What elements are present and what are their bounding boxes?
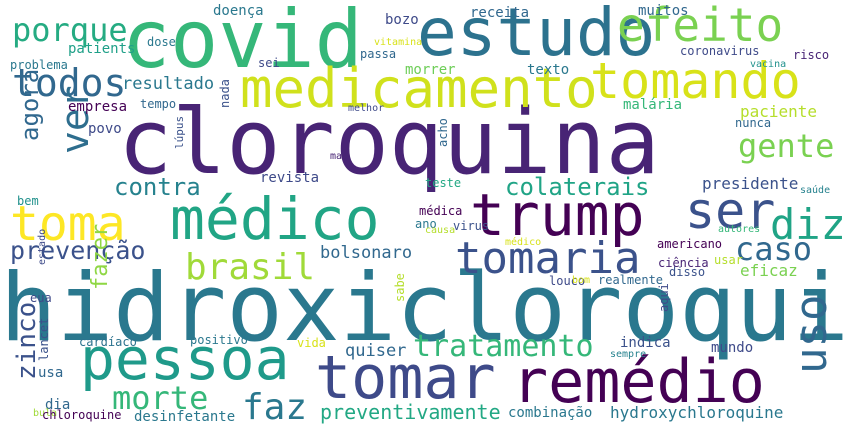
word-cloud-word: hidroxicloroquina — [0, 254, 851, 363]
word-cloud-word: melhor — [348, 103, 385, 114]
word-cloud-word: toma — [10, 196, 126, 252]
word-cloud-word: preventivamente — [320, 400, 501, 424]
word-cloud-word: tomar — [315, 343, 496, 413]
word-cloud-word: porque — [12, 11, 128, 49]
word-cloud-word: causa — [425, 225, 456, 236]
word-cloud-word: chloroquine — [42, 408, 122, 422]
word-cloud-word: pessoa — [80, 325, 290, 393]
word-cloud-word: hydroxychloroquine — [610, 403, 784, 422]
word-cloud-word: cloroquina — [118, 90, 660, 195]
word-cloud-word: receita — [470, 5, 530, 21]
word-cloud-word: caso — [735, 230, 813, 268]
word-cloud-word: bolsonaro — [320, 243, 413, 263]
word-cloud-word: estudo — [417, 0, 656, 71]
word-cloud-word: saúde — [800, 185, 831, 196]
word-cloud-word: risco — [793, 48, 830, 62]
word-cloud-word: nunca — [735, 116, 772, 130]
word-cloud-word: prevenção — [10, 236, 146, 265]
word-cloud-word: malária — [623, 97, 683, 113]
word-cloud-word: cardíaco — [79, 335, 137, 349]
word-cloud-word: estado — [37, 228, 48, 265]
word-cloud-word: morte — [112, 379, 209, 417]
word-cloud-word: usar — [714, 253, 743, 267]
word-cloud-word: virus — [453, 219, 490, 233]
word-cloud-word: ser — [685, 182, 776, 240]
word-cloud-word: patients — [68, 41, 136, 57]
word-cloud-word: brasil — [185, 247, 316, 288]
word-cloud-word: dia — [45, 397, 71, 413]
word-cloud-word: acho — [436, 118, 450, 147]
word-cloud-word: eua — [30, 291, 52, 305]
word-cloud-word: americano — [657, 237, 723, 251]
word-cloud-word: bula — [33, 408, 58, 419]
word-cloud-word: ano — [415, 217, 437, 231]
word-cloud-word: medicamento — [240, 57, 598, 120]
word-cloud-word: tomando — [590, 52, 801, 110]
word-cloud-word: povo — [88, 121, 122, 137]
word-cloud-word: trump — [470, 181, 645, 249]
word-cloud-word: muitos — [638, 3, 689, 19]
word-cloud-word: doença — [213, 3, 264, 19]
word-cloud-word: empresa — [68, 99, 128, 115]
word-cloud-word: colaterais — [505, 173, 650, 201]
word-cloud-word: diz — [770, 200, 846, 249]
word-cloud-word: médica — [419, 204, 463, 218]
word-cloud-word: resultado — [122, 74, 215, 94]
word-cloud-word: bom — [572, 275, 591, 286]
word-cloud-word: fazer — [88, 223, 113, 290]
word-cloud-word: indica — [620, 335, 671, 351]
word-cloud-word: sabe — [393, 273, 407, 302]
word-cloud-word: remédio — [512, 347, 765, 417]
word-cloud-word: disso — [669, 265, 706, 279]
word-cloud-word: faz — [242, 387, 308, 428]
word-cloud-word: presidente — [702, 174, 799, 193]
word-cloud-word: sempre — [610, 349, 647, 360]
word-cloud-word: usa — [38, 365, 64, 381]
word-cloud-word: médico — [505, 237, 542, 248]
word-cloud-word: bem — [17, 194, 39, 208]
word-cloud-word: paciente — [740, 102, 818, 121]
word-cloud-word: bozo — [385, 12, 419, 28]
word-cloud-word: desinfetante — [134, 409, 236, 425]
word-cloud-word: combinação — [508, 405, 593, 421]
word-cloud-word: contra — [114, 173, 201, 201]
word-cloud-word: sei — [258, 56, 280, 70]
word-cloud-word: teste — [425, 176, 462, 190]
word-cloud-word: coronavirus — [680, 44, 760, 58]
word-cloud-word: mundo — [711, 340, 754, 356]
word-cloud-word: mal — [330, 151, 349, 162]
word-cloud-word: tomaria — [455, 233, 641, 284]
word-cloud-word: efeito — [617, 0, 784, 52]
word-cloud-word: médico — [170, 185, 380, 253]
word-cloud-word: uso — [786, 294, 837, 374]
word-cloud-word: ver — [53, 85, 97, 154]
word-cloud-word: louco — [549, 274, 586, 288]
word-cloud-word: eficaz — [740, 261, 798, 280]
word-cloud-word: tratamento — [413, 329, 594, 364]
word-cloud-word: vitamina — [374, 37, 423, 48]
word-cloud-word: realmente — [598, 273, 664, 287]
word-cloud-word: problema — [10, 58, 68, 72]
word-cloud-word: autores — [718, 224, 761, 235]
word-cloud-word: gente — [738, 127, 835, 165]
word-cloud-word: covid — [122, 0, 363, 86]
word-cloud-word: passa — [360, 47, 397, 61]
word-cloud-word: ciência — [658, 256, 709, 270]
word-cloud-word: positivo — [190, 333, 248, 347]
word-cloud-word: dose — [147, 35, 176, 49]
word-cloud-word: lancet — [37, 317, 51, 361]
word-cloud-word: quiser — [345, 341, 407, 361]
word-cloud-word: lúpus — [173, 115, 186, 149]
word-cloud-word: nada — [218, 79, 232, 108]
word-cloud-word: todos — [12, 61, 127, 105]
word-cloud-word: agora — [16, 68, 44, 141]
word-cloud-word: morrer — [405, 62, 456, 78]
word-cloud-word: vacina — [750, 59, 787, 70]
word-cloud-word: tempo — [140, 97, 177, 111]
word-cloud-word: vida — [297, 336, 326, 350]
word-cloud-word: texto — [527, 62, 570, 78]
word-cloud-word: aqui — [657, 283, 671, 312]
word-cloud-word: revista — [260, 170, 320, 186]
